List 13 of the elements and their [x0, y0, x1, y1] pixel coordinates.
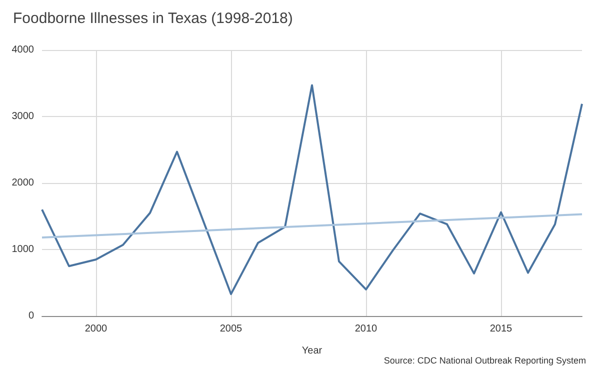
y-tick-label: 2000 — [12, 178, 34, 188]
x-tick-label: 2000 — [84, 324, 108, 334]
x-tick-label: 2005 — [220, 324, 243, 334]
x-axis-title: Year — [302, 346, 323, 356]
y-tick-label: 3000 — [12, 111, 34, 122]
chart-title: Foodborne Illnesses in Texas (1998-2018) — [13, 10, 293, 27]
y-tick-label: 0 — [28, 310, 34, 322]
y-tick-label: 1000 — [12, 244, 34, 255]
y-tick-label: 4000 — [12, 44, 34, 56]
x-tick-label: 2010 — [354, 324, 378, 334]
source-note: Source: CDC National Outbreak Reporting System — [384, 356, 586, 366]
line-series — [41, 84, 583, 296]
x-tick-label: 2015 — [490, 324, 513, 334]
